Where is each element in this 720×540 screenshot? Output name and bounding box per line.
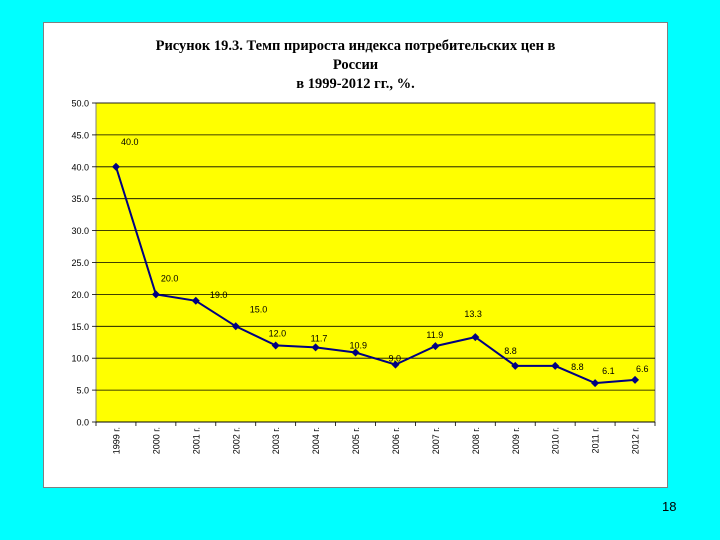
y-tick-label: 40.0 [71, 162, 89, 172]
data-marker [431, 342, 440, 351]
y-tick-label: 20.0 [71, 290, 89, 300]
data-marker [591, 379, 600, 388]
x-tick-label: 2004 г. [311, 427, 321, 454]
y-tick-label: 45.0 [71, 130, 89, 140]
data-label: 12.0 [269, 328, 287, 338]
data-marker [551, 361, 560, 370]
data-marker [311, 343, 320, 352]
chart-title-line-1: Рисунок 19.3. Темп прироста индекса потр… [155, 38, 556, 54]
y-tick-label: 5.0 [76, 386, 89, 396]
data-marker [391, 360, 400, 369]
x-tick-label: 2002 г. [231, 427, 241, 454]
x-tick-label: 2008 г. [471, 427, 481, 454]
x-tick-label: 2001 г. [191, 427, 201, 454]
chart-title-line-2: России [332, 57, 379, 73]
y-tick-label: 35.0 [71, 194, 89, 204]
x-tick-label: 2012 г. [631, 427, 641, 454]
y-tick-label: 50.0 [71, 99, 89, 109]
data-marker [271, 341, 280, 350]
x-tick-label: 2010 г. [551, 427, 561, 454]
data-label: 8.8 [504, 346, 517, 356]
y-tick-label: 15.0 [71, 322, 89, 332]
chart-title-line-3: в 1999-2012 гг., %. [296, 76, 415, 92]
data-markers [111, 162, 640, 388]
x-tick-label: 2007 г. [431, 427, 441, 454]
data-marker [471, 333, 480, 342]
y-tick-label: 0.0 [76, 418, 89, 428]
x-tick-label: 2000 г. [151, 427, 161, 454]
data-label: 19.0 [210, 290, 228, 300]
y-tick-label: 10.0 [71, 354, 89, 364]
data-label: 15.0 [250, 304, 268, 314]
x-tick-label: 2009 г. [511, 427, 521, 454]
chart-title: Рисунок 19.3. Темп прироста индекса потр… [43, 37, 668, 94]
x-tick-label: 2011 г. [591, 427, 601, 454]
data-label: 6.6 [636, 364, 649, 374]
x-axis-ticks: 1999 г. 2000 г. 2001 г. 2002 г. 2003 г. 2004 … [95, 421, 656, 454]
data-marker [631, 375, 640, 384]
data-label: 6.1 [602, 366, 615, 376]
data-label: 10.9 [350, 340, 368, 350]
data-marker [151, 290, 160, 299]
data-marker [511, 361, 520, 370]
data-label: 11.7 [311, 333, 328, 343]
page-number: 18 [662, 499, 677, 514]
x-tick-label: 2005 г. [351, 427, 361, 454]
data-label: 13.3 [464, 309, 482, 319]
data-label: 20.0 [161, 273, 179, 283]
data-labels: 40.0 20.0 19.0 15.0 12.0 11.7 10.9 9.0 11.9 13.3 8… [121, 137, 649, 376]
data-label: 11.9 [426, 330, 443, 340]
data-label: 8.8 [571, 362, 584, 372]
x-tick-label: 2006 г. [391, 427, 401, 454]
y-tick-label: 30.0 [71, 226, 89, 236]
data-marker [191, 296, 200, 305]
data-marker [111, 162, 120, 171]
data-marker [351, 348, 360, 357]
data-marker [231, 322, 240, 331]
x-tick-label: 2003 г. [271, 427, 281, 454]
data-label: 9.0 [388, 354, 401, 364]
series-line [115, 166, 636, 385]
data-label: 40.0 [121, 137, 139, 147]
y-tick-label: 25.0 [71, 258, 89, 268]
y-axis-ticks: 0.0 5.0 10.0 15.0 20.0 25.0 30.0 35.0 40.0 45.0 50… [71, 99, 96, 428]
x-tick-label: 1999 г. [111, 427, 121, 454]
